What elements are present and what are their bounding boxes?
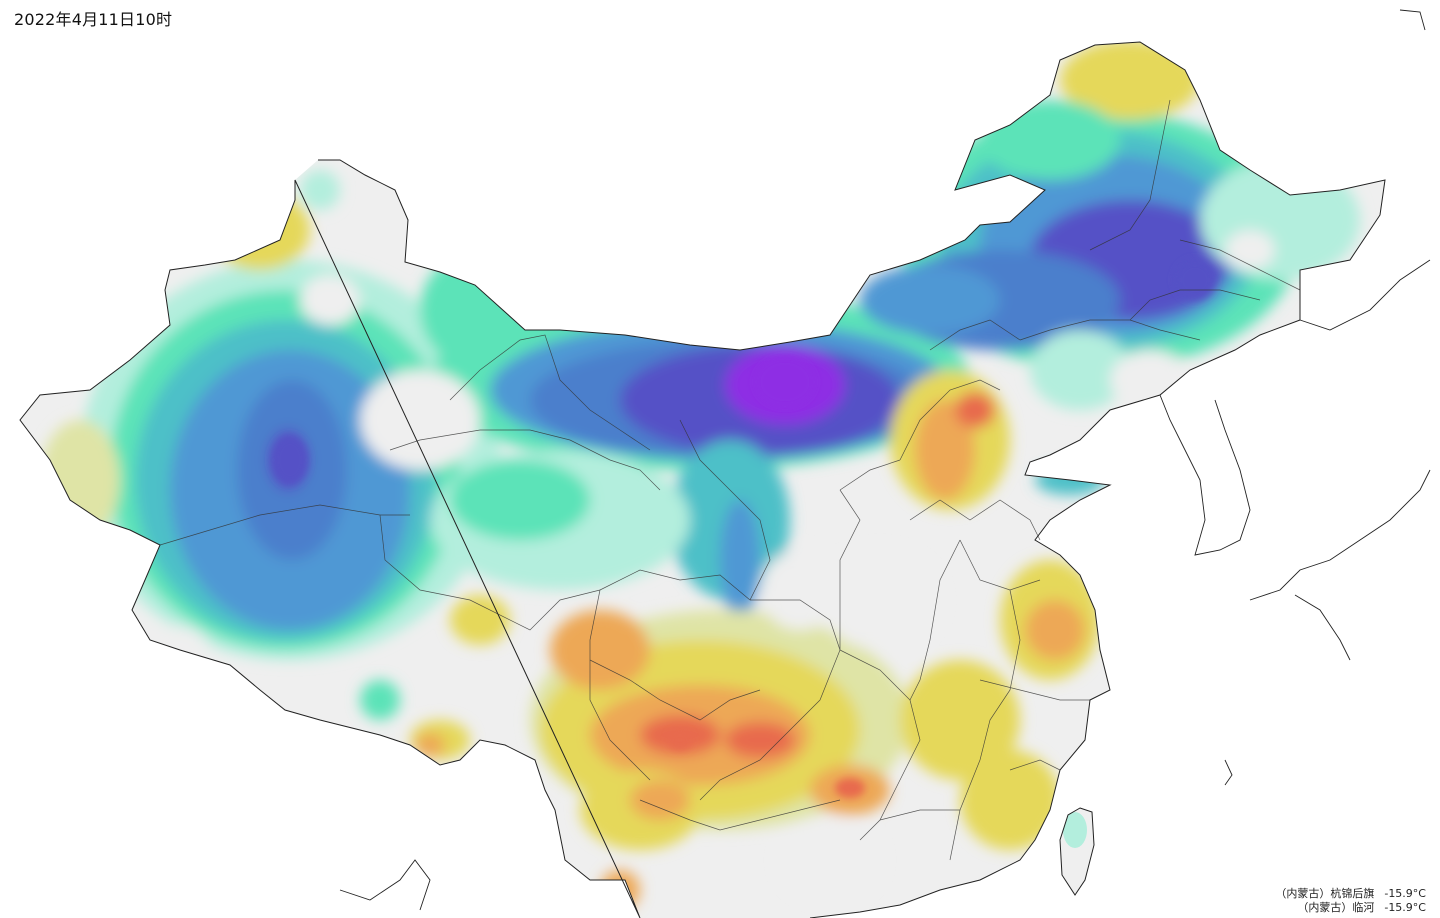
station-temperature: -15.9°C [1384, 887, 1426, 900]
timestamp-label: 2022年4月11日10时 [14, 10, 173, 29]
station-name: （内蒙古）杭锦后旗 [1275, 887, 1375, 900]
min-station-row: （内蒙古）临河 -15.9°C [1275, 901, 1426, 915]
national-boundary [19, 41, 1386, 918]
neighbor-coastlines [339, 9, 1431, 911]
taiwan-field [1060, 808, 1094, 895]
station-temperature: -15.9°C [1384, 901, 1426, 914]
min-temperature-list: （内蒙古）杭锦后旗 -15.9°C （内蒙古）临河 -15.9°C [1275, 887, 1426, 915]
taiwan-outline [1059, 807, 1095, 896]
station-name: （内蒙古）临河 [1297, 901, 1375, 914]
min-station-row: （内蒙古）杭锦后旗 -15.9°C [1275, 887, 1426, 901]
province-borders [159, 99, 1301, 861]
